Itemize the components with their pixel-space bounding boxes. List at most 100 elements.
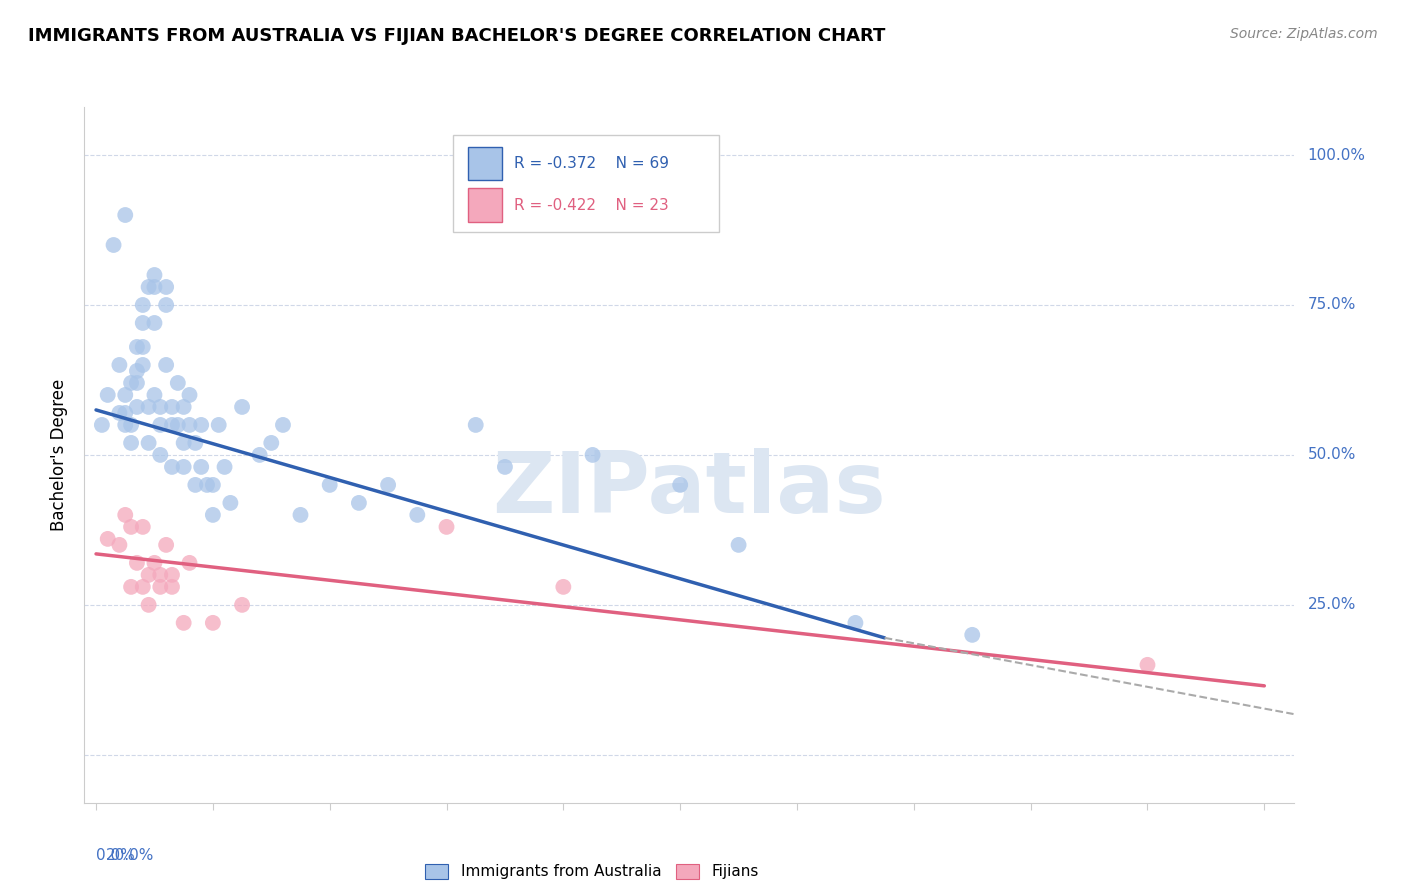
Point [179, 417, 201, 432]
Point [143, 388, 166, 402]
Point [114, 508, 136, 522]
Point [120, 436, 142, 450]
Point [108, 358, 131, 372]
Point [138, 436, 160, 450]
Point [960, 628, 983, 642]
FancyBboxPatch shape [468, 146, 502, 180]
Point [125, 556, 148, 570]
Point [173, 615, 195, 630]
Text: R = -0.372    N = 69: R = -0.372 N = 69 [513, 156, 669, 171]
Point [406, 508, 429, 522]
Point [114, 417, 136, 432]
Point [201, 508, 224, 522]
Point [155, 280, 177, 294]
Point [132, 358, 155, 372]
Point [214, 459, 236, 474]
Point [464, 417, 486, 432]
Point [120, 376, 142, 390]
Point [125, 340, 148, 354]
Point [184, 436, 207, 450]
Point [190, 417, 212, 432]
Point [166, 376, 188, 390]
Point [377, 478, 399, 492]
Point [160, 459, 183, 474]
Point [138, 400, 160, 414]
Point [132, 298, 155, 312]
Point [114, 406, 136, 420]
Point [553, 580, 575, 594]
Point [219, 496, 242, 510]
Point [149, 417, 172, 432]
Point [160, 567, 183, 582]
Point [132, 316, 155, 330]
Y-axis label: Bachelor's Degree: Bachelor's Degree [51, 379, 69, 531]
Point [179, 388, 201, 402]
Legend: Immigrants from Australia, Fijians: Immigrants from Australia, Fijians [419, 857, 765, 886]
Point [155, 358, 177, 372]
Point [143, 280, 166, 294]
Text: 20.0%: 20.0% [105, 848, 155, 863]
Text: 75.0%: 75.0% [1308, 297, 1355, 312]
Text: ZIPatlas: ZIPatlas [492, 448, 886, 532]
Point [727, 538, 749, 552]
Point [120, 520, 142, 534]
Text: 50.0%: 50.0% [1308, 448, 1355, 462]
Point [208, 417, 231, 432]
Point [132, 340, 155, 354]
Point [173, 436, 195, 450]
Point [494, 459, 516, 474]
Point [138, 598, 160, 612]
Point [173, 400, 195, 414]
Text: 25.0%: 25.0% [1308, 598, 1355, 613]
Point [149, 580, 172, 594]
Point [844, 615, 866, 630]
Point [166, 417, 188, 432]
Point [138, 567, 160, 582]
FancyBboxPatch shape [468, 188, 502, 222]
Text: 0.0%: 0.0% [96, 848, 135, 863]
Point [231, 598, 253, 612]
Point [160, 400, 183, 414]
Point [143, 268, 166, 282]
Text: R = -0.422    N = 23: R = -0.422 N = 23 [513, 198, 668, 212]
Point [436, 520, 458, 534]
Point [271, 417, 294, 432]
Point [149, 567, 172, 582]
Text: 100.0%: 100.0% [1308, 147, 1365, 162]
FancyBboxPatch shape [453, 135, 720, 232]
Point [149, 448, 172, 462]
Point [138, 280, 160, 294]
Point [179, 556, 201, 570]
Point [201, 615, 224, 630]
Point [260, 436, 283, 450]
Point [97, 388, 120, 402]
Point [318, 478, 340, 492]
Point [149, 400, 172, 414]
Point [184, 478, 207, 492]
Point [347, 496, 370, 510]
Point [1136, 657, 1159, 672]
Point [669, 478, 692, 492]
Point [143, 556, 166, 570]
Point [249, 448, 271, 462]
Point [581, 448, 603, 462]
Point [108, 538, 131, 552]
Point [173, 459, 195, 474]
Point [155, 298, 177, 312]
Point [120, 417, 142, 432]
Point [103, 238, 125, 252]
Point [120, 580, 142, 594]
Point [132, 520, 155, 534]
Point [114, 388, 136, 402]
Text: IMMIGRANTS FROM AUSTRALIA VS FIJIAN BACHELOR'S DEGREE CORRELATION CHART: IMMIGRANTS FROM AUSTRALIA VS FIJIAN BACH… [28, 27, 886, 45]
Point [143, 316, 166, 330]
Point [160, 580, 183, 594]
Point [195, 478, 218, 492]
Point [190, 459, 212, 474]
Point [125, 364, 148, 378]
Point [125, 400, 148, 414]
Point [290, 508, 312, 522]
Point [90, 417, 112, 432]
Point [132, 580, 155, 594]
Point [231, 400, 253, 414]
